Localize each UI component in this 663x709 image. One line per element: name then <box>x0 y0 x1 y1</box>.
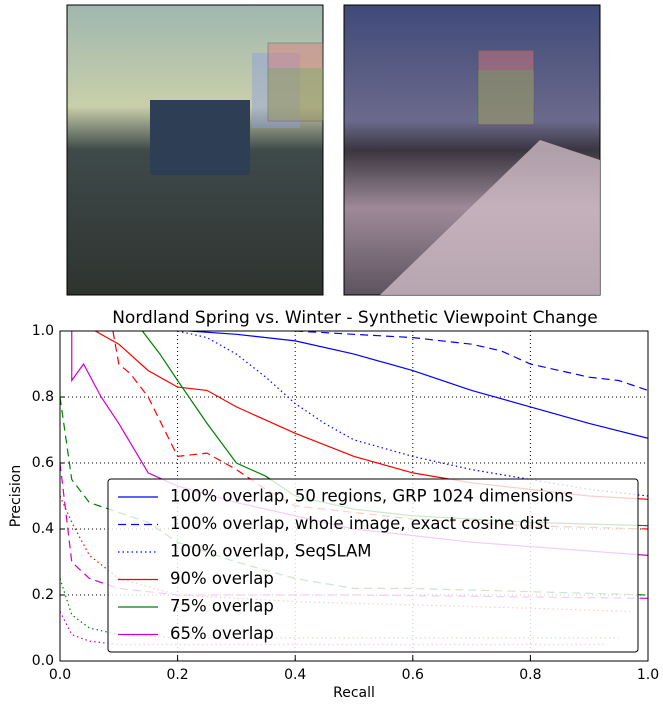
y-tick-label: 0.6 <box>32 455 54 471</box>
legend-box <box>107 478 639 653</box>
axes-frame <box>59 330 649 662</box>
y-tick-label: 1.0 <box>32 323 54 339</box>
legend-label: 65% overlap <box>170 624 274 643</box>
x-tick-label: 1.0 <box>637 667 659 683</box>
y-tick-label: 0.4 <box>32 521 54 537</box>
photo-spring <box>66 4 324 296</box>
legend-label: 75% overlap <box>170 597 274 616</box>
series-line <box>295 331 648 391</box>
x-tick-label: 0.8 <box>519 667 541 683</box>
series-line <box>189 331 648 439</box>
y-axis-label: Precision <box>8 465 24 527</box>
chart-title: Nordland Spring vs. Winter - Synthetic V… <box>112 308 598 328</box>
x-axis-label: Recall <box>333 685 375 701</box>
x-tick-label: 0.0 <box>49 667 71 683</box>
plot: 0.0 0.2 0.4 0.6 0.8 1.0 0.0 0.2 0.4 0.6 0.8 1.0 100%… <box>32 323 659 683</box>
y-tick-label: 0.8 <box>32 389 54 405</box>
legend-label: 100% overlap, SeqSLAM <box>170 542 372 561</box>
photo-winter <box>343 4 601 296</box>
legend-label: 100% overlap, whole image, exact cosine … <box>170 514 550 533</box>
series-line <box>60 495 631 613</box>
x-tick-label: 0.4 <box>284 667 306 683</box>
y-tick-label: 0.0 <box>32 653 54 669</box>
legend: 100% overlap, 50 regions, GRP 1024 dimen… <box>107 478 639 653</box>
x-tick-label: 0.2 <box>166 667 188 683</box>
legend-label: 90% overlap <box>170 569 274 588</box>
legend-label: 100% overlap, 50 regions, GRP 1024 dimen… <box>170 487 573 506</box>
x-tick-label: 0.6 <box>402 667 424 683</box>
y-tick-label: 0.2 <box>32 587 54 603</box>
